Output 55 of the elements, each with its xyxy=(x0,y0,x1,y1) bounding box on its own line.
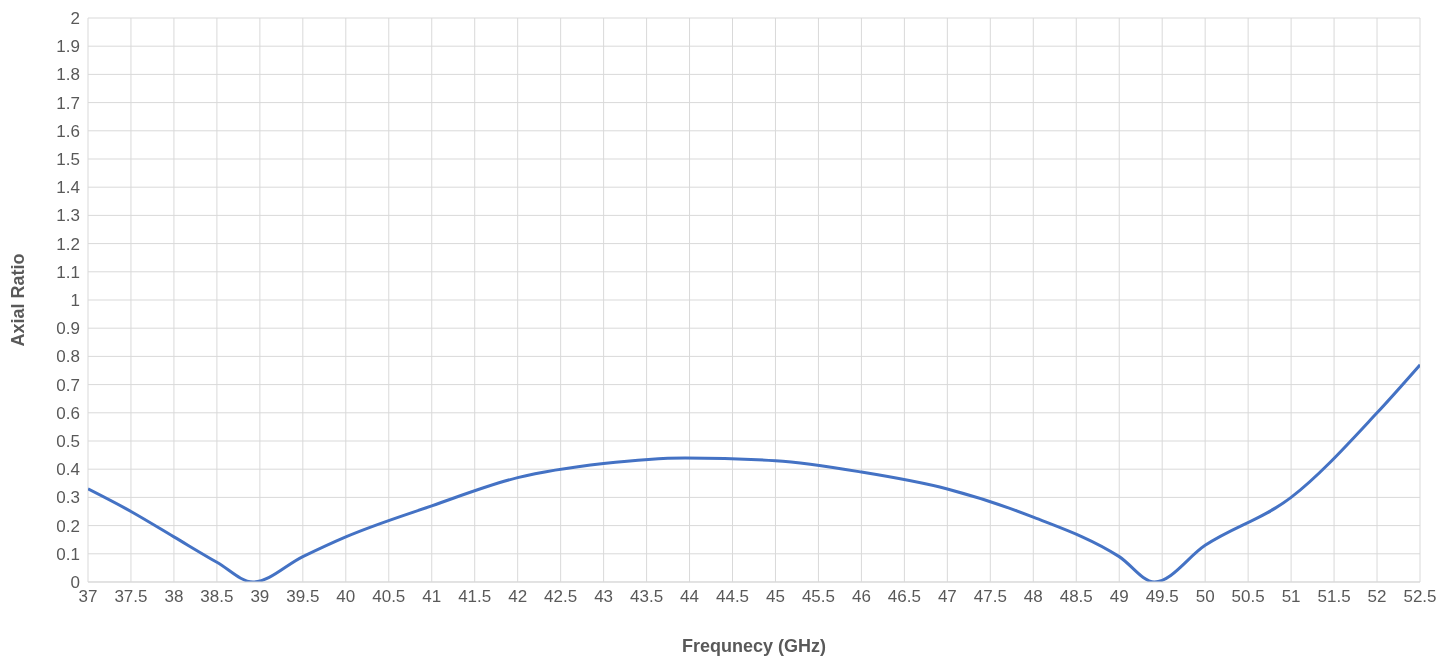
x-tick-label: 39.5 xyxy=(286,587,320,607)
x-tick-label: 43.5 xyxy=(630,587,664,607)
x-tick-label: 49.5 xyxy=(1145,587,1179,607)
x-tick-label: 47 xyxy=(937,587,957,607)
y-tick-label: 0.5 xyxy=(56,432,80,452)
x-tick-label: 37 xyxy=(78,587,98,607)
x-tick-label: 50 xyxy=(1195,587,1215,607)
x-tick-label: 50.5 xyxy=(1231,587,1265,607)
x-tick-label: 45.5 xyxy=(801,587,835,607)
x-tick-label: 48.5 xyxy=(1059,587,1093,607)
x-tick-label: 51.5 xyxy=(1317,587,1351,607)
x-tick-label: 46 xyxy=(851,587,871,607)
x-tick-label: 42 xyxy=(508,587,528,607)
x-tick-label: 41.5 xyxy=(458,587,492,607)
y-tick-label: 1.9 xyxy=(56,37,80,57)
x-tick-label: 52 xyxy=(1367,587,1387,607)
y-tick-label: 2 xyxy=(70,9,80,29)
y-tick-label: 1 xyxy=(70,291,80,311)
y-tick-label: 0 xyxy=(70,573,80,593)
y-axis-title: Axial Ratio xyxy=(8,253,29,347)
y-tick-label: 0.7 xyxy=(56,375,80,395)
x-tick-label: 37.5 xyxy=(114,587,148,607)
y-tick-label: 0.1 xyxy=(56,544,80,564)
x-tick-label: 43 xyxy=(594,587,614,607)
y-tick-label: 1.8 xyxy=(56,65,80,85)
x-tick-label: 44 xyxy=(680,587,700,607)
x-tick-label: 46.5 xyxy=(887,587,921,607)
x-tick-label: 40 xyxy=(336,587,356,607)
x-tick-label: 40.5 xyxy=(372,587,406,607)
x-tick-label: 38.5 xyxy=(200,587,234,607)
x-tick-label: 47.5 xyxy=(973,587,1007,607)
y-tick-label: 0.6 xyxy=(56,403,80,423)
y-tick-label: 1.5 xyxy=(56,150,80,170)
y-tick-label: 1.7 xyxy=(56,93,80,113)
x-tick-label: 39 xyxy=(250,587,270,607)
y-tick-label: 1.3 xyxy=(56,206,80,226)
x-axis-title: Frequnecy (GHz) xyxy=(681,636,827,656)
y-tick-label: 0.3 xyxy=(56,488,80,508)
x-tick-label: 45 xyxy=(766,587,785,607)
x-tick-label: 38 xyxy=(164,587,184,607)
x-tick-label: 42.5 xyxy=(544,587,578,607)
x-tick-label: 41 xyxy=(422,587,442,607)
x-tick-label: 49 xyxy=(1109,587,1129,607)
y-tick-label: 1.4 xyxy=(56,178,80,198)
x-tick-label: 52.5 xyxy=(1403,587,1437,607)
y-tick-label: 1.6 xyxy=(56,121,80,141)
y-tick-label: 0.9 xyxy=(56,319,80,339)
y-tick-label: 1.1 xyxy=(56,262,80,282)
y-tick-label: 1.2 xyxy=(56,234,80,254)
x-tick-label: 48 xyxy=(1023,587,1043,607)
y-tick-label: 0.8 xyxy=(56,347,80,367)
x-tick-label: 44.5 xyxy=(715,587,750,607)
y-tick-label: 0.4 xyxy=(56,460,80,480)
x-tick-label: 51 xyxy=(1281,587,1301,607)
y-tick-label: 0.2 xyxy=(56,516,80,536)
